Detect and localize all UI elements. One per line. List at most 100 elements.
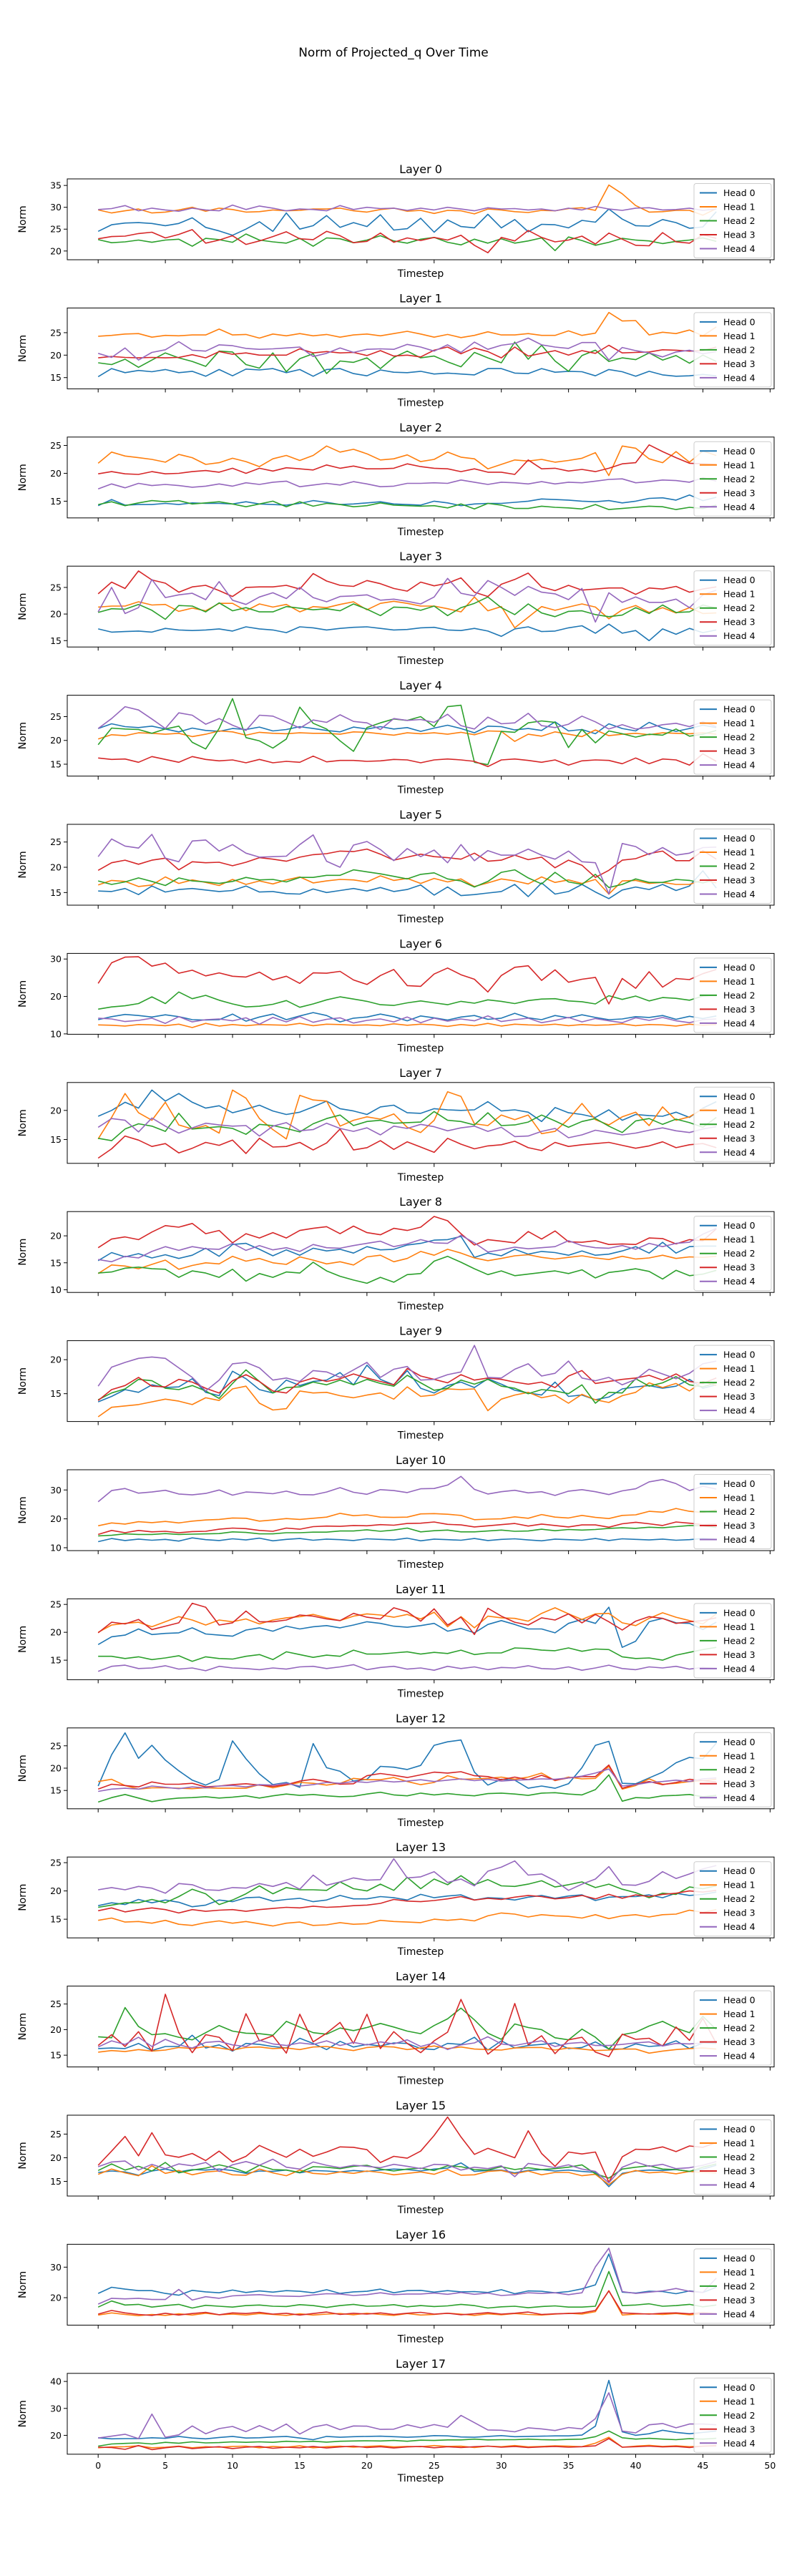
legend-label: Head 0 [723,187,756,198]
legend-label: Head 3 [723,2424,756,2434]
legend-box [693,1861,772,1937]
series-line-head-2 [98,499,717,510]
legend-label: Head 1 [723,1880,756,1890]
subplot-title: Layer 11 [396,1582,446,1596]
series-line-head-2 [97,1369,717,1404]
series-line-head-2 [97,2270,717,2309]
y-axis-label: Norm [17,1496,29,1523]
legend: Head 0 Head 1 Head 2 Head 3 Head 4 [693,441,772,517]
legend-label: Head 3 [723,1004,756,1015]
series-line-head-1 [98,1908,717,1927]
series-line-head-0 [98,2379,717,2441]
y-axis-label: Norm [17,1239,29,1266]
y-tick-label: 15 [50,1655,62,1666]
series-line-head-2 [98,1525,717,1537]
series-line-head-4 [97,1117,717,1138]
y-tick-label: 20 [50,1762,62,1773]
series-line-head-0 [97,1732,717,1789]
legend-label: Head 0 [723,575,756,585]
series-line-head-3 [97,570,717,597]
legend-label: Head 4 [723,760,756,771]
series-line-head-0 [98,1891,717,1908]
legend-label: Head 1 [723,202,756,213]
legend-label: Head 1 [723,2138,756,2149]
series-line-head-1 [97,2165,717,2185]
x-tick-label: 35 [563,2460,575,2471]
legend-box [693,312,772,388]
legend-label: Head 2 [723,1377,756,1388]
x-axis-label: Timestep [397,914,444,925]
legend-label: Head 2 [723,861,756,872]
series-line-head-3 [97,1216,717,1249]
series-line-head-2 [98,2430,717,2447]
legend-label: Head 3 [723,1262,756,1273]
y-tick-label: 20 [50,735,62,746]
series-line-head-1 [98,1508,717,1527]
series-line-head-3 [98,344,717,358]
legend-label: Head 3 [723,1908,756,1918]
subplot-title: Layer 4 [399,679,442,693]
legend-label: Head 0 [723,316,756,327]
legend-label: Head 0 [723,704,756,715]
legend-label: Head 4 [723,2438,756,2449]
x-tick-label: 5 [162,2460,168,2471]
legend-label: Head 1 [723,1493,756,1503]
y-tick-label: 20 [50,1355,62,1365]
subplot-layer-17: Layer 17 20 30 40 0 5 10 15 20 25 30 35 40 45 50 Timest… [17,2357,776,2484]
subplot-title: Layer 8 [399,1195,442,1209]
legend-box [693,699,772,775]
legend-label: Head 4 [723,2308,756,2319]
series-line-head-1 [97,1249,717,1274]
plot-frame [67,1598,775,1680]
plot-frame [67,1340,775,1423]
y-axis-label: Norm [17,2400,29,2427]
plot-frame [67,2373,775,2455]
y-axis-label: Norm [17,1755,29,1782]
legend-label: Head 0 [723,1091,756,1102]
series-line-head-0 [97,208,717,236]
y-axis-label: Norm [17,980,29,1008]
plot-frame [67,1082,775,1164]
y-tick-label: 25 [50,327,62,338]
legend-box [693,2119,772,2195]
x-tick-label: 10 [227,2460,238,2471]
x-tick-label: 20 [361,2460,373,2471]
y-axis-label: Norm [17,205,29,233]
x-axis-label: Timestep [397,1430,444,1442]
series-line-head-4 [97,2036,717,2051]
x-axis-label: Timestep [397,655,444,667]
legend-label: Head 4 [723,630,756,641]
legend-label: Head 0 [723,962,756,972]
y-tick-label: 25 [50,836,62,847]
series-line-head-2 [98,1255,717,1284]
x-axis-label: Timestep [397,1043,444,1054]
legend-label: Head 3 [723,1133,756,1143]
series-line-head-4 [97,834,717,895]
y-tick-label: 20 [50,1627,62,1638]
x-axis-label: Timestep [397,268,444,280]
subplot-title: Layer 16 [396,2228,446,2241]
legend-box [693,829,772,904]
series-line-head-2 [97,1774,717,1803]
series-line-head-4 [97,2248,717,2305]
x-tick-label: 25 [429,2460,440,2471]
series-line-head-1 [97,1380,717,1418]
y-tick-label: 20 [50,2024,62,2035]
legend-label: Head 4 [723,889,756,899]
plot-frame [67,695,775,777]
plot-frame [67,1727,775,1810]
legend-box [693,1345,772,1420]
legend: Head 0 Head 1 Head 2 Head 3 Head 4 [693,1345,772,1420]
y-tick-label: 15 [50,1388,62,1399]
y-tick-label: 20 [50,2293,62,2303]
y-tick-label: 20 [50,468,62,479]
series-line-head-4 [97,1664,717,1672]
